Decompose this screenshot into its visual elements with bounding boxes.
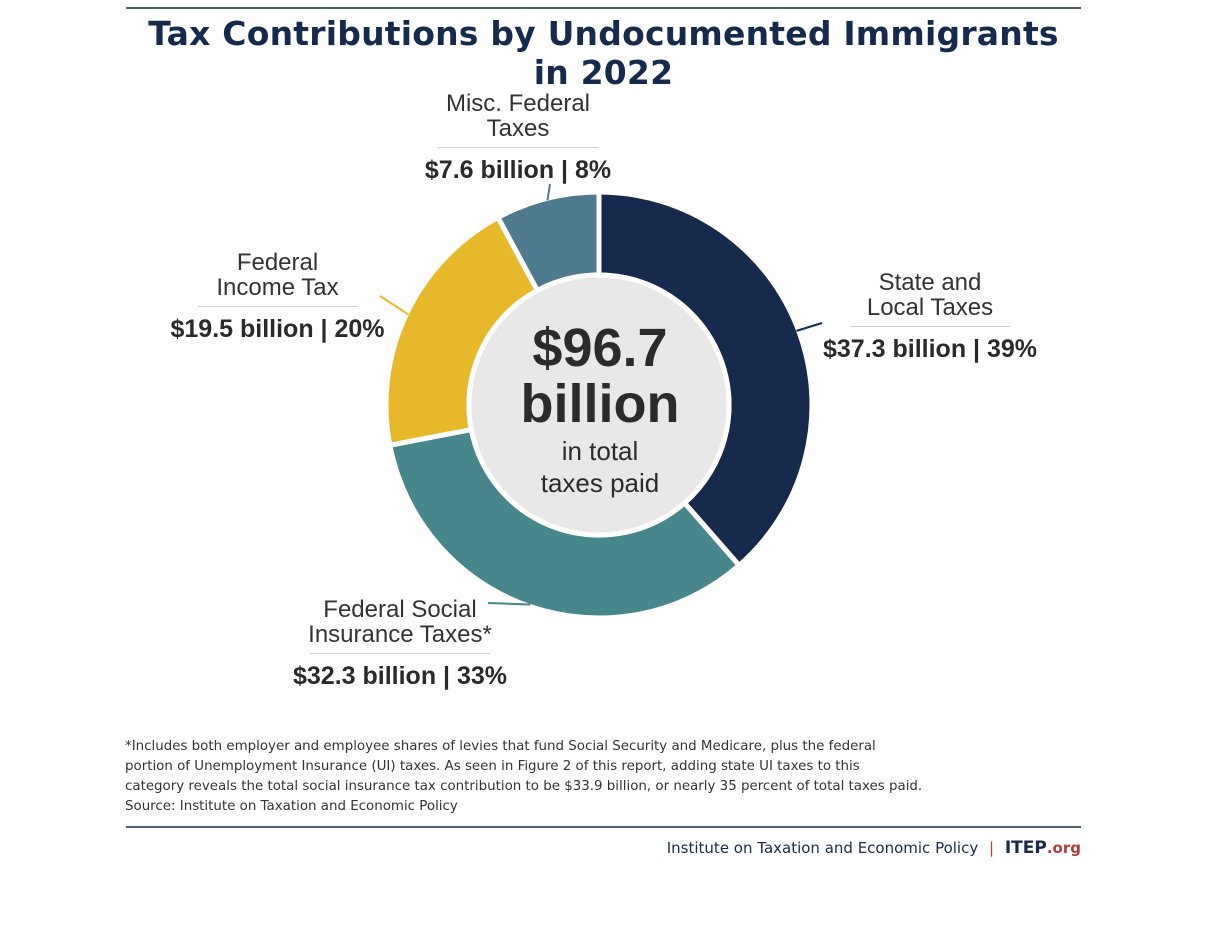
credit-line: Institute on Taxation and Economic Polic…	[667, 838, 1081, 858]
label-divider	[850, 326, 1010, 327]
credit-org: Institute on Taxation and Economic Polic…	[666, 839, 979, 857]
label-misc-federal: Misc. Federal Taxes $7.6 billion | 8%	[418, 91, 618, 185]
logo-tld: .org	[1046, 839, 1081, 857]
total-caption-line-2: taxes paid	[540, 468, 660, 498]
footnote-line: portion of Unemployment Insurance (UI) t…	[125, 759, 860, 774]
label-income-tax: Federal Income Tax $19.5 billion | 20%	[165, 250, 390, 344]
footnote-line: *Includes both employer and employee sha…	[125, 739, 876, 754]
label-divider	[197, 306, 358, 307]
label-value: $19.5 billion | 20%	[170, 315, 385, 343]
label-name-line: Local Taxes	[866, 294, 994, 321]
label-value: $32.3 billion | 33%	[292, 662, 508, 690]
footnote-line: category reveals the total social insura…	[125, 779, 923, 794]
total-amount: $96.7	[532, 318, 668, 378]
label-value: $37.3 billion | 39%	[822, 335, 1038, 363]
chart-title: Tax Contributions by Undocumented Immigr…	[148, 14, 1059, 92]
label-name-line: Misc. Federal	[445, 90, 591, 117]
label-social-insurance: Federal Social Insurance Taxes* $32.3 bi…	[260, 597, 540, 691]
label-name-line: Federal Social	[323, 596, 477, 623]
leader-line	[487, 602, 531, 606]
bottom-rule	[126, 826, 1081, 828]
label-divider	[310, 653, 490, 654]
leader-line	[379, 295, 409, 316]
itep-logo: ITEP.org	[1005, 838, 1081, 858]
leader-line	[796, 322, 823, 332]
logo-text: ITEP	[1004, 838, 1047, 858]
footnote: *Includes both employer and employee sha…	[125, 737, 1025, 817]
label-value: $7.6 billion | 8%	[424, 156, 612, 184]
label-divider	[438, 147, 598, 148]
center-circle	[466, 272, 732, 538]
total-unit: billion	[520, 374, 680, 434]
top-rule	[126, 7, 1081, 9]
label-name-line: Federal	[236, 249, 319, 276]
total-callout: $96.7 billion in total taxes paid	[470, 320, 730, 496]
label-state-local: State and Local Taxes $37.3 billion | 39…	[815, 270, 1045, 364]
label-name-line: Taxes	[486, 115, 550, 142]
credit-separator: |	[989, 839, 995, 857]
label-name-line: State and	[878, 269, 982, 296]
leader-line	[546, 183, 551, 201]
label-name-line: Income Tax	[216, 274, 339, 301]
label-name-line: Insurance Taxes*	[308, 621, 492, 648]
source-line: Source: Institute on Taxation and Econom…	[125, 799, 458, 814]
total-caption-line-1: in total	[561, 436, 639, 466]
